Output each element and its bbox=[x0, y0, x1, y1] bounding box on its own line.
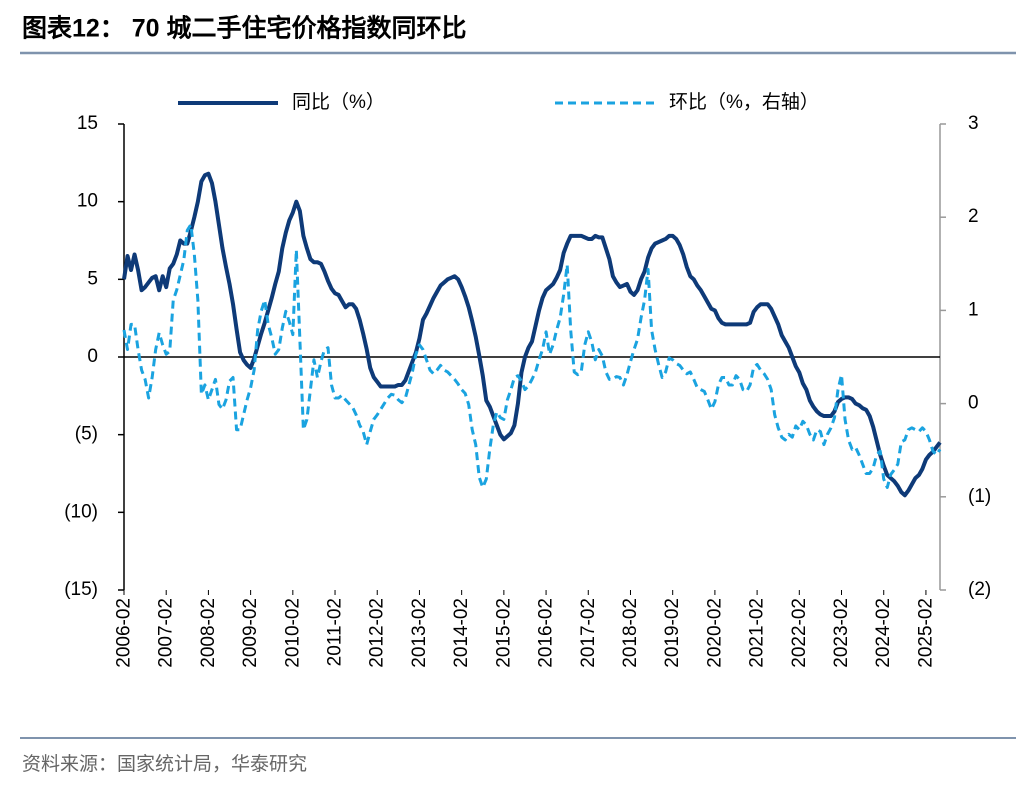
series-line bbox=[122, 171, 942, 498]
x-tick-label: 2022-02 bbox=[789, 598, 810, 668]
x-tick-label: 2006-02 bbox=[114, 598, 135, 668]
y-tick-label: 10 bbox=[77, 191, 98, 212]
y2-tick-label: 2 bbox=[968, 206, 979, 227]
y2-tick-label: 0 bbox=[968, 393, 979, 414]
x-tick-label: 2013-02 bbox=[409, 598, 430, 668]
x-tick-label: 2010-02 bbox=[282, 598, 303, 668]
x-tick-label: 2012-02 bbox=[367, 598, 388, 668]
y-tick-label: 15 bbox=[77, 113, 98, 134]
chart-title: 图表12： 70 城二手住宅价格指数同环比 bbox=[22, 14, 467, 43]
y-tick-label: (10) bbox=[64, 501, 98, 522]
y-tick-label: (15) bbox=[64, 579, 98, 600]
y2-tick-label: (1) bbox=[968, 486, 991, 507]
y2-tick-label: 1 bbox=[968, 299, 979, 320]
x-tick-label: 2023-02 bbox=[831, 598, 852, 668]
x-tick-label: 2015-02 bbox=[493, 598, 514, 668]
series-line bbox=[122, 223, 942, 489]
y-tick-label: 5 bbox=[87, 268, 98, 289]
x-tick-label: 2017-02 bbox=[578, 598, 599, 668]
legend-label: 同比（%） bbox=[292, 91, 385, 113]
x-tick-label: 2018-02 bbox=[620, 598, 641, 668]
x-tick-label: 2008-02 bbox=[198, 598, 219, 668]
source: 资料来源：国家统计局，华泰研究 bbox=[22, 753, 307, 775]
x-tick-label: 2019-02 bbox=[662, 598, 683, 668]
y2-tick-label: (2) bbox=[968, 579, 991, 600]
x-tick-label: 2011-02 bbox=[325, 598, 346, 666]
x-tick-label: 2020-02 bbox=[704, 598, 725, 668]
x-tick-label: 2021-02 bbox=[747, 598, 768, 668]
x-tick-label: 2007-02 bbox=[156, 598, 177, 668]
x-tick-label: 2014-02 bbox=[451, 598, 472, 668]
y-tick-label: 0 bbox=[87, 346, 98, 367]
x-tick-label: 2009-02 bbox=[240, 598, 261, 668]
x-tick-label: 2016-02 bbox=[536, 598, 557, 668]
legend-label: 环比（%，右轴） bbox=[669, 91, 819, 113]
y2-tick-label: 3 bbox=[968, 113, 979, 134]
y-tick-label: (5) bbox=[75, 424, 98, 445]
x-tick-label: 2025-02 bbox=[915, 598, 936, 668]
x-tick-label: 2024-02 bbox=[873, 598, 894, 668]
